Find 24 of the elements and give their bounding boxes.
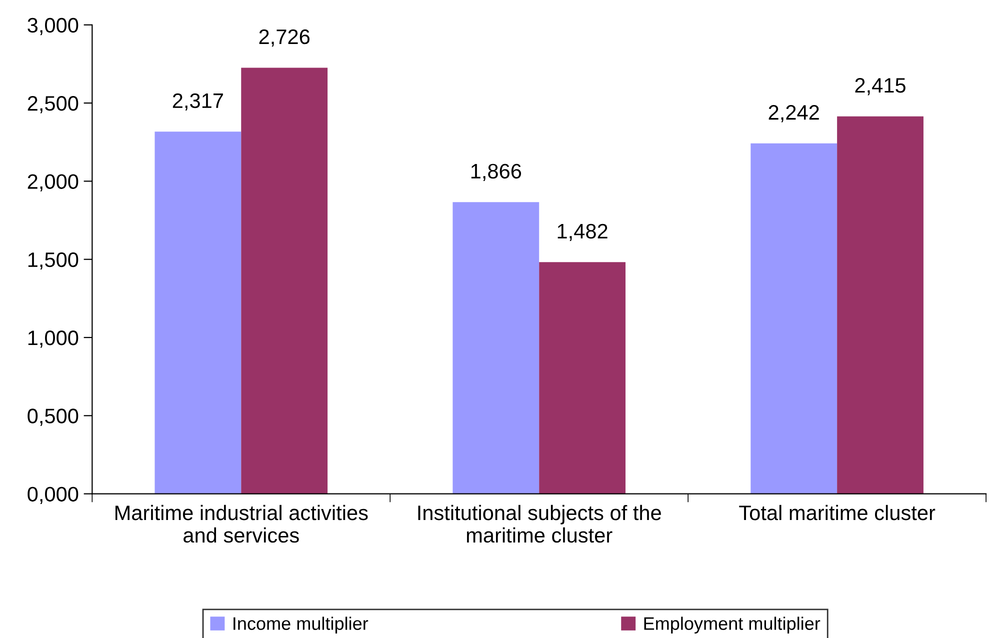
y-tick-label: 2,500 bbox=[28, 96, 78, 114]
x-tick-label: Maritime industrial activities and services bbox=[116, 504, 368, 543]
x-tick-label: Total maritime cluster bbox=[739, 504, 936, 520]
data-label: 2,415 bbox=[855, 78, 906, 96]
x-tick-label: Institutional subjects of the maritime cluster bbox=[418, 504, 661, 543]
data-label: 2,242 bbox=[768, 105, 819, 122]
bar bbox=[241, 68, 328, 494]
bar bbox=[452, 202, 540, 494]
y-tick-label: 0,000 bbox=[28, 486, 78, 504]
y-tick-label: 2,000 bbox=[28, 174, 78, 192]
y-tick-label: 1,000 bbox=[28, 330, 78, 348]
bar bbox=[837, 116, 924, 494]
bar bbox=[539, 262, 626, 494]
data-label: 2,317 bbox=[172, 93, 223, 111]
bar bbox=[750, 143, 838, 494]
y-tick-label: 1,500 bbox=[28, 252, 78, 270]
data-label: 2,726 bbox=[259, 29, 310, 47]
legend-label: Employment multiplier bbox=[644, 616, 820, 634]
data-label: 1,866 bbox=[471, 164, 522, 182]
y-tick-label: 0,500 bbox=[28, 408, 78, 426]
y-tick-label: 3,000 bbox=[28, 18, 78, 36]
legend-label: Income multiplier bbox=[234, 616, 368, 634]
data-label: 1,482 bbox=[558, 224, 608, 242]
bar bbox=[154, 132, 242, 494]
